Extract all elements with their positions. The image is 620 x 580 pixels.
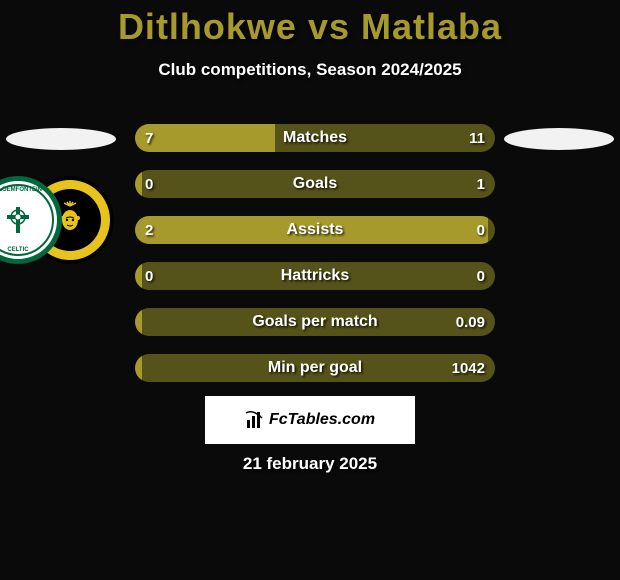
bar-row: Goals01 bbox=[135, 170, 495, 198]
right-team-logo-ring bbox=[0, 184, 54, 256]
bar-right-seg bbox=[488, 216, 495, 244]
comparison-bars: Matches711 Goals01 Assists20 Hattricks00 Goa… bbox=[135, 124, 495, 400]
bar-left-seg bbox=[135, 216, 488, 244]
bar-right-seg bbox=[142, 308, 495, 336]
bar-left-seg bbox=[135, 354, 142, 382]
left-shadow-ellipse bbox=[6, 128, 116, 150]
bar-row: Assists20 bbox=[135, 216, 495, 244]
date-text: 21 february 2025 bbox=[0, 454, 620, 474]
bar-left-seg bbox=[135, 262, 142, 290]
title-left: Ditlhokwe bbox=[118, 6, 297, 47]
attribution-banner[interactable]: FcTables.com bbox=[205, 396, 415, 444]
right-logo-top-text: BLOEMFONTEIN bbox=[0, 187, 42, 193]
bar-right-seg bbox=[142, 170, 495, 198]
bar-right-seg bbox=[275, 124, 495, 152]
right-shadow-ellipse bbox=[504, 128, 614, 150]
bar-right-seg bbox=[142, 354, 495, 382]
bar-row: Hattricks00 bbox=[135, 262, 495, 290]
bar-left-seg bbox=[135, 170, 142, 198]
page-title: Ditlhokwe vs Matlaba bbox=[0, 6, 620, 48]
bar-row: Goals per match0.09 bbox=[135, 308, 495, 336]
title-vs: vs bbox=[297, 6, 361, 47]
bar-right-seg bbox=[142, 262, 495, 290]
attribution-text: FcTables.com bbox=[269, 411, 375, 429]
chart-bars-icon bbox=[245, 410, 265, 430]
bar-row: Matches711 bbox=[135, 124, 495, 152]
bar-left-seg bbox=[135, 308, 142, 336]
title-right: Matlaba bbox=[361, 6, 502, 47]
right-logo-bottom-text: CELTIC bbox=[7, 247, 28, 253]
bar-row: Min per goal1042 bbox=[135, 354, 495, 382]
subtitle: Club competitions, Season 2024/2025 bbox=[0, 60, 620, 80]
bar-left-seg bbox=[135, 124, 275, 152]
